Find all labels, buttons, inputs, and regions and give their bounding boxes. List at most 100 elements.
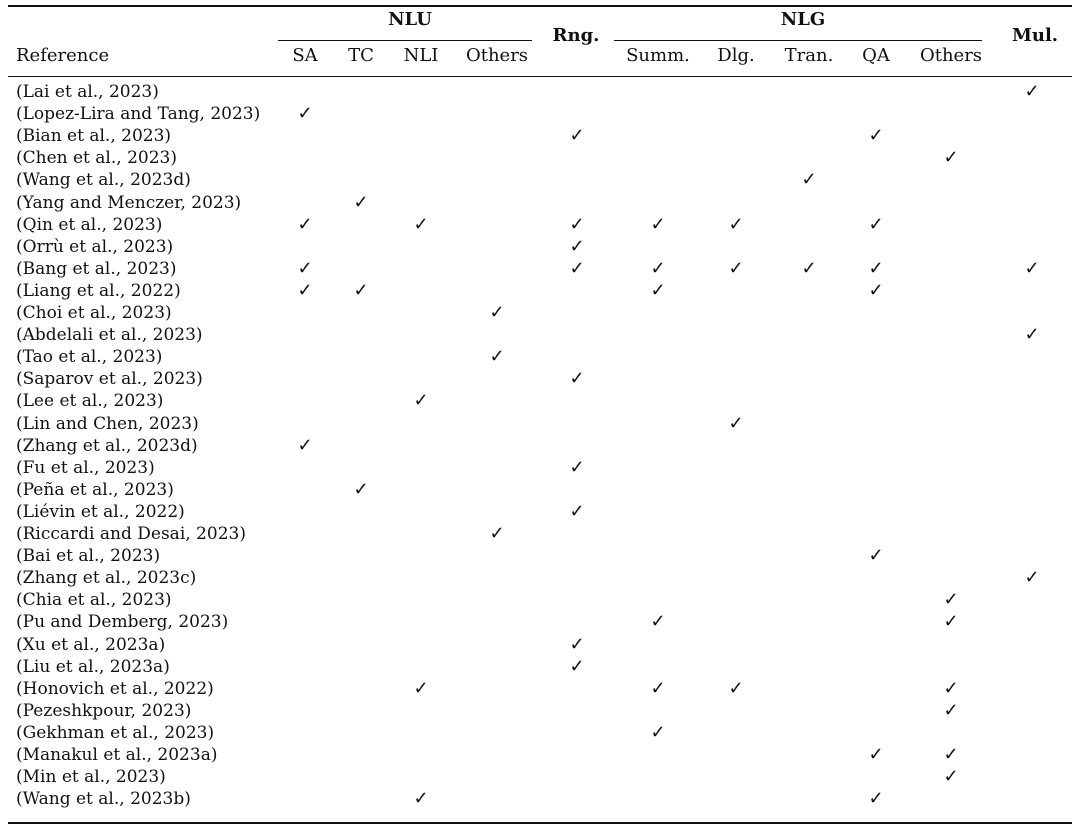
reference-cell: (Lopez-Lira and Tang, 2023) xyxy=(16,104,261,125)
check-mark-icon: ✓ xyxy=(569,456,585,478)
check-mark-icon: ✓ xyxy=(943,766,959,788)
check-mark-icon: ✓ xyxy=(728,213,744,235)
check-mark-icon: ✓ xyxy=(353,478,369,500)
reference-cell: (Honovich et al., 2022) xyxy=(16,678,214,699)
check-mark-icon: ✓ xyxy=(868,125,884,147)
check-mark-icon: ✓ xyxy=(413,213,429,235)
reference-cell: (Min et al., 2023) xyxy=(16,767,166,788)
check-mark-icon: ✓ xyxy=(728,677,744,699)
check-mark-icon: ✓ xyxy=(489,346,505,368)
check-mark-icon: ✓ xyxy=(569,257,585,279)
column-header: Tran. xyxy=(784,45,834,66)
reference-cell: (Liang et al., 2022) xyxy=(16,280,181,301)
check-mark-icon: ✓ xyxy=(650,677,666,699)
check-mark-icon: ✓ xyxy=(569,125,585,147)
check-mark-icon: ✓ xyxy=(489,302,505,323)
reference-cell: (Lee et al., 2023) xyxy=(16,391,164,412)
check-mark-icon: ✓ xyxy=(569,368,585,390)
reference-cell: (Zhang et al., 2023c) xyxy=(16,568,197,589)
reference-cell: (Abdelali et al., 2023) xyxy=(16,325,203,346)
check-mark-icon: ✓ xyxy=(943,744,959,765)
header-rule xyxy=(8,76,1072,77)
reference-cell: (Fu et al., 2023) xyxy=(16,457,155,478)
nlu-group-header: NLU xyxy=(388,9,432,30)
reference-cell: (Lin and Chen, 2023) xyxy=(16,413,199,434)
nlu-group-underline xyxy=(278,40,532,41)
reference-cell: (Yang and Menczer, 2023) xyxy=(16,192,242,213)
check-mark-icon: ✓ xyxy=(650,721,666,743)
check-mark-icon: ✓ xyxy=(868,257,884,279)
check-mark-icon: ✓ xyxy=(413,677,429,699)
check-mark-icon: ✓ xyxy=(868,545,884,567)
reference-cell: (Bian et al., 2023) xyxy=(16,126,172,147)
check-mark-icon: ✓ xyxy=(297,103,313,125)
reference-cell: (Liévin et al., 2022) xyxy=(16,501,185,522)
check-mark-icon: ✓ xyxy=(1024,567,1040,589)
table-bottom-rule xyxy=(8,822,1072,824)
reference-cell: (Liu et al., 2023a) xyxy=(16,656,170,677)
check-mark-icon: ✓ xyxy=(943,699,959,721)
check-mark-icon: ✓ xyxy=(569,500,585,522)
mul-group-header: Mul. xyxy=(1011,25,1059,46)
reference-cell: (Pezeshkpour, 2023) xyxy=(16,700,192,721)
reference-cell: (Chen et al., 2023) xyxy=(16,148,177,169)
reference-cell: (Riccardi and Desai, 2023) xyxy=(16,524,246,544)
check-mark-icon: ✓ xyxy=(353,279,369,301)
column-header: Summ. xyxy=(626,45,690,66)
check-mark-icon: ✓ xyxy=(489,523,505,544)
column-header: TC xyxy=(348,45,374,66)
reference-cell: (Choi et al., 2023) xyxy=(16,303,172,323)
check-mark-icon: ✓ xyxy=(943,677,959,699)
reference-cell: (Bang et al., 2023) xyxy=(16,258,177,279)
reference-cell: (Orrù et al., 2023) xyxy=(16,236,174,257)
check-mark-icon: ✓ xyxy=(1024,324,1040,346)
check-mark-icon: ✓ xyxy=(569,655,585,677)
nlg-group-underline xyxy=(614,40,982,41)
check-mark-icon: ✓ xyxy=(943,589,959,611)
check-mark-icon: ✓ xyxy=(801,169,817,191)
check-mark-icon: ✓ xyxy=(728,412,744,434)
check-mark-icon: ✓ xyxy=(650,213,666,235)
reference-cell: (Wang et al., 2023d) xyxy=(16,170,191,191)
reference-cell: (Lai et al., 2023) xyxy=(16,82,159,102)
reference-cell: (Pu and Demberg, 2023) xyxy=(16,612,229,633)
column-header: Others xyxy=(465,45,529,66)
reference-cell: (Tao et al., 2023) xyxy=(16,347,163,368)
reference-cell: (Xu et al., 2023a) xyxy=(16,634,166,655)
table-top-rule xyxy=(8,5,1072,7)
check-mark-icon: ✓ xyxy=(413,788,429,810)
column-header: SA xyxy=(292,45,318,66)
reference-cell: (Peña et al., 2023) xyxy=(16,479,174,500)
check-mark-icon: ✓ xyxy=(650,257,666,279)
check-mark-icon: ✓ xyxy=(413,390,429,412)
reference-cell: (Zhang et al., 2023d) xyxy=(16,435,198,456)
reference-cell: (Qin et al., 2023) xyxy=(16,214,163,235)
reference-cell: (Bai et al., 2023) xyxy=(16,546,161,567)
reference-cell: (Wang et al., 2023b) xyxy=(16,789,191,810)
nlg-group-header: NLG xyxy=(780,9,826,30)
column-header: QA xyxy=(862,45,890,66)
check-mark-icon: ✓ xyxy=(868,279,884,301)
check-mark-icon: ✓ xyxy=(943,147,959,169)
check-mark-icon: ✓ xyxy=(297,213,313,235)
column-header: Dlg. xyxy=(717,45,755,66)
check-mark-icon: ✓ xyxy=(650,279,666,301)
reference-cell: (Gekhman et al., 2023) xyxy=(16,722,215,743)
check-mark-icon: ✓ xyxy=(353,191,369,213)
reference-cell: (Manakul et al., 2023a) xyxy=(16,745,218,765)
reference-column-header: Reference xyxy=(16,45,110,66)
check-mark-icon: ✓ xyxy=(868,213,884,235)
check-mark-icon: ✓ xyxy=(801,257,817,279)
check-mark-icon: ✓ xyxy=(297,279,313,301)
check-mark-icon: ✓ xyxy=(297,434,313,456)
check-mark-icon: ✓ xyxy=(650,611,666,633)
rng-group-header: Rng. xyxy=(552,25,600,46)
check-mark-icon: ✓ xyxy=(943,611,959,633)
check-mark-icon: ✓ xyxy=(297,257,313,279)
check-mark-icon: ✓ xyxy=(728,257,744,279)
check-mark-icon: ✓ xyxy=(569,213,585,235)
check-mark-icon: ✓ xyxy=(1024,257,1040,279)
check-mark-icon: ✓ xyxy=(569,235,585,257)
check-mark-icon: ✓ xyxy=(1024,81,1040,102)
column-header: NLI xyxy=(403,45,439,66)
